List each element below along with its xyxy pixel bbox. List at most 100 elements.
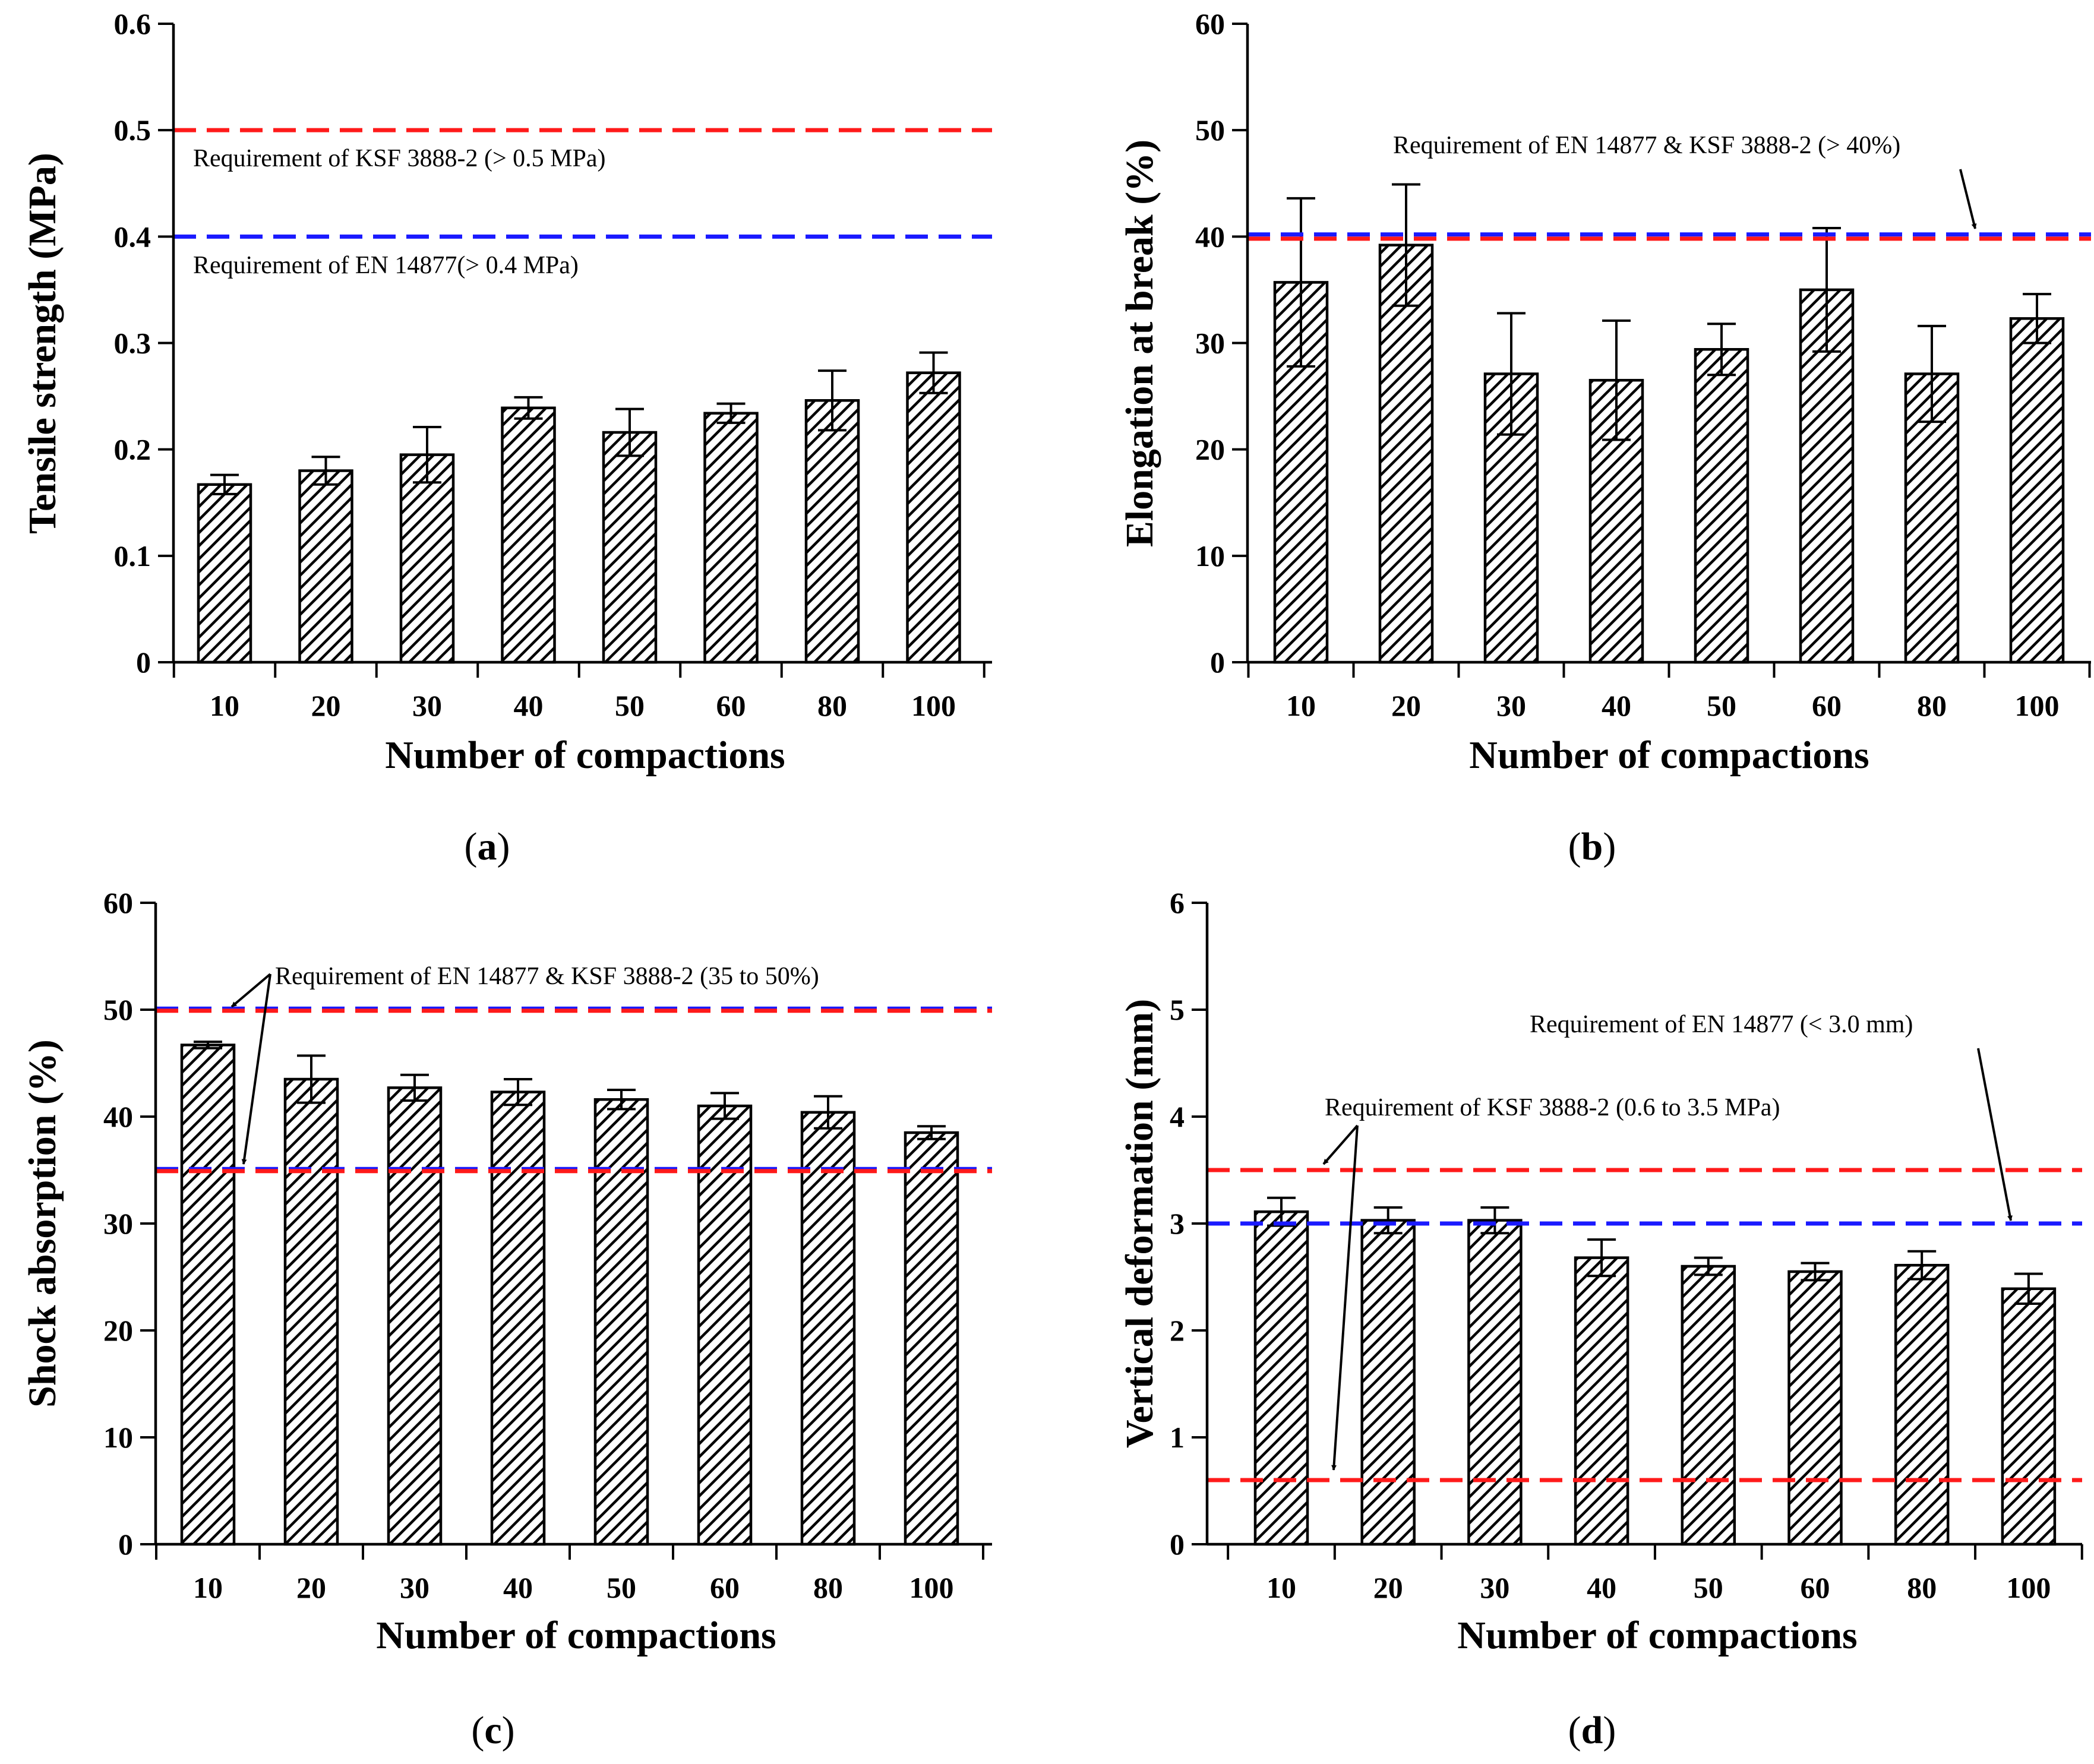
axes bbox=[1192, 902, 2083, 1560]
error-bar-10 bbox=[210, 473, 239, 495]
y-tick-labels: 0 10 20 30 40 50 60 bbox=[103, 886, 133, 1561]
bar-50 bbox=[1694, 348, 1749, 664]
ref-label-ksf: Requirement of KSF 3888-2 (> 0.5 MPa) bbox=[193, 145, 605, 172]
annotation-en: Requirement of EN 14877 (< 3.0 mm) bbox=[1530, 1011, 1913, 1038]
y-tick-label: 20 bbox=[103, 1314, 133, 1347]
axes bbox=[140, 902, 992, 1560]
x-tick-label: 100 bbox=[911, 689, 956, 722]
error-bar-60 bbox=[716, 402, 746, 424]
y-tick-label: 50 bbox=[1195, 113, 1225, 147]
y-tick-label: 10 bbox=[103, 1421, 133, 1454]
bar-20 bbox=[1360, 1219, 1416, 1546]
error-bar-80 bbox=[1907, 1250, 1937, 1281]
y-tick-label: 40 bbox=[103, 1100, 133, 1133]
x-tick-label: 50 bbox=[1694, 1571, 1723, 1604]
bar-100 bbox=[2009, 317, 2065, 664]
x-tick-label: 40 bbox=[514, 689, 544, 722]
bar-10 bbox=[180, 1044, 236, 1546]
annotation-arrow-lower bbox=[241, 973, 271, 1165]
x-tick-label: 20 bbox=[296, 1571, 326, 1604]
x-tick-label: 20 bbox=[1373, 1571, 1403, 1604]
bar-100 bbox=[904, 1131, 959, 1546]
error-bars bbox=[194, 1041, 946, 1140]
y-tick-label: 0.4 bbox=[114, 220, 151, 253]
error-bar-100 bbox=[919, 351, 948, 394]
x-tick-labels: 10 20 30 40 50 60 80 100 bbox=[1286, 689, 2060, 722]
x-axis-title: Number of compactions bbox=[1469, 734, 1869, 777]
x-tick-label: 10 bbox=[1286, 689, 1316, 722]
error-bar-100 bbox=[2014, 1272, 2043, 1305]
error-bar-20 bbox=[1373, 1206, 1403, 1235]
bar-80 bbox=[800, 1111, 856, 1546]
y-axis-title: Shock absorption (%) bbox=[21, 1039, 64, 1408]
panel-label-c: (c) bbox=[471, 1709, 514, 1752]
x-axis-title: Number of compactions bbox=[385, 734, 785, 777]
x-axis-title: Number of compactions bbox=[376, 1614, 776, 1657]
panel-label-letter: b bbox=[1581, 825, 1603, 868]
ref-label-en: Requirement of EN 14877(> 0.4 MPa) bbox=[193, 252, 579, 279]
bar-40 bbox=[501, 406, 556, 664]
x-tick-label: 100 bbox=[2015, 689, 2060, 722]
bar-30 bbox=[387, 1086, 443, 1546]
bar-10 bbox=[197, 483, 252, 664]
error-bar-20 bbox=[311, 456, 340, 486]
x-tick-label: 30 bbox=[1480, 1571, 1509, 1604]
y-tick-label: 2 bbox=[1170, 1314, 1185, 1347]
panel-label-a: (a) bbox=[465, 825, 510, 868]
error-bar-30 bbox=[1497, 312, 1526, 436]
x-tick-label: 80 bbox=[817, 689, 847, 722]
y-tick-label: 40 bbox=[1195, 220, 1225, 253]
bars bbox=[1273, 244, 2065, 664]
y-tick-label: 0 bbox=[118, 1528, 133, 1561]
y-tick-label: 6 bbox=[1170, 886, 1185, 919]
error-bar-40 bbox=[1602, 319, 1631, 441]
reference-lines bbox=[1247, 232, 2091, 241]
y-tick-label: 0.2 bbox=[114, 433, 151, 466]
x-tick-label: 40 bbox=[1602, 689, 1631, 722]
panel-label-letter: c bbox=[484, 1709, 501, 1752]
x-tick-label: 10 bbox=[210, 689, 239, 722]
x-tick-label: 40 bbox=[1587, 1571, 1616, 1604]
bar-40 bbox=[1574, 1256, 1629, 1546]
bar-30 bbox=[399, 453, 455, 664]
bar-20 bbox=[1378, 244, 1434, 664]
y-tick-label: 5 bbox=[1170, 993, 1185, 1026]
x-tick-labels: 10 20 30 40 50 60 80 100 bbox=[210, 689, 956, 722]
x-tick-label: 50 bbox=[615, 689, 645, 722]
x-tick-label: 40 bbox=[503, 1571, 533, 1604]
x-tick-label: 60 bbox=[1801, 1571, 1830, 1604]
bar-60 bbox=[1787, 1270, 1843, 1546]
error-bar-40 bbox=[1587, 1238, 1616, 1278]
annotation-arrow bbox=[1959, 169, 1977, 229]
error-bar-100 bbox=[2023, 293, 2051, 344]
y-tick-label: 0.1 bbox=[114, 539, 151, 573]
bar-80 bbox=[804, 399, 860, 664]
annotation-shock: Requirement of EN 14877 & KSF 3888-2 (35… bbox=[275, 963, 819, 990]
chart-panel-c: 0 10 20 30 40 50 60 10 20 30 40 50 60 80 100 Requirem… bbox=[21, 886, 992, 1752]
error-bar-50 bbox=[607, 1089, 636, 1111]
error-bar-30 bbox=[400, 1073, 429, 1102]
x-tick-label: 100 bbox=[2006, 1571, 2051, 1604]
error-bar-60 bbox=[1812, 227, 1841, 353]
bar-60 bbox=[703, 412, 759, 664]
y-tick-label: 50 bbox=[103, 993, 133, 1026]
annotation-elongation: Requirement of EN 14877 & KSF 3888-2 (> … bbox=[1393, 132, 1900, 159]
y-tick-label: 0.5 bbox=[114, 113, 151, 147]
x-tick-label: 60 bbox=[710, 1571, 740, 1604]
error-bar-50 bbox=[615, 407, 644, 457]
error-bar-10 bbox=[1287, 197, 1315, 368]
error-bar-80 bbox=[814, 1095, 842, 1130]
bar-20 bbox=[283, 1077, 339, 1546]
y-tick-labels: 0 10 20 30 40 50 60 bbox=[1195, 7, 1225, 679]
y-tick-label: 4 bbox=[1170, 1100, 1185, 1133]
bar-80 bbox=[1894, 1263, 1950, 1546]
bar-50 bbox=[1681, 1264, 1736, 1546]
y-tick-label: 1 bbox=[1170, 1421, 1185, 1454]
error-bar-30 bbox=[413, 426, 441, 484]
x-tick-labels: 10 20 30 40 50 60 80 100 bbox=[193, 1571, 954, 1604]
axes bbox=[158, 23, 992, 678]
x-tick-labels: 10 20 30 40 50 60 80 100 bbox=[1266, 1571, 2051, 1604]
x-tick-label: 10 bbox=[193, 1571, 223, 1604]
annotation-arrow-upper bbox=[230, 973, 271, 1008]
